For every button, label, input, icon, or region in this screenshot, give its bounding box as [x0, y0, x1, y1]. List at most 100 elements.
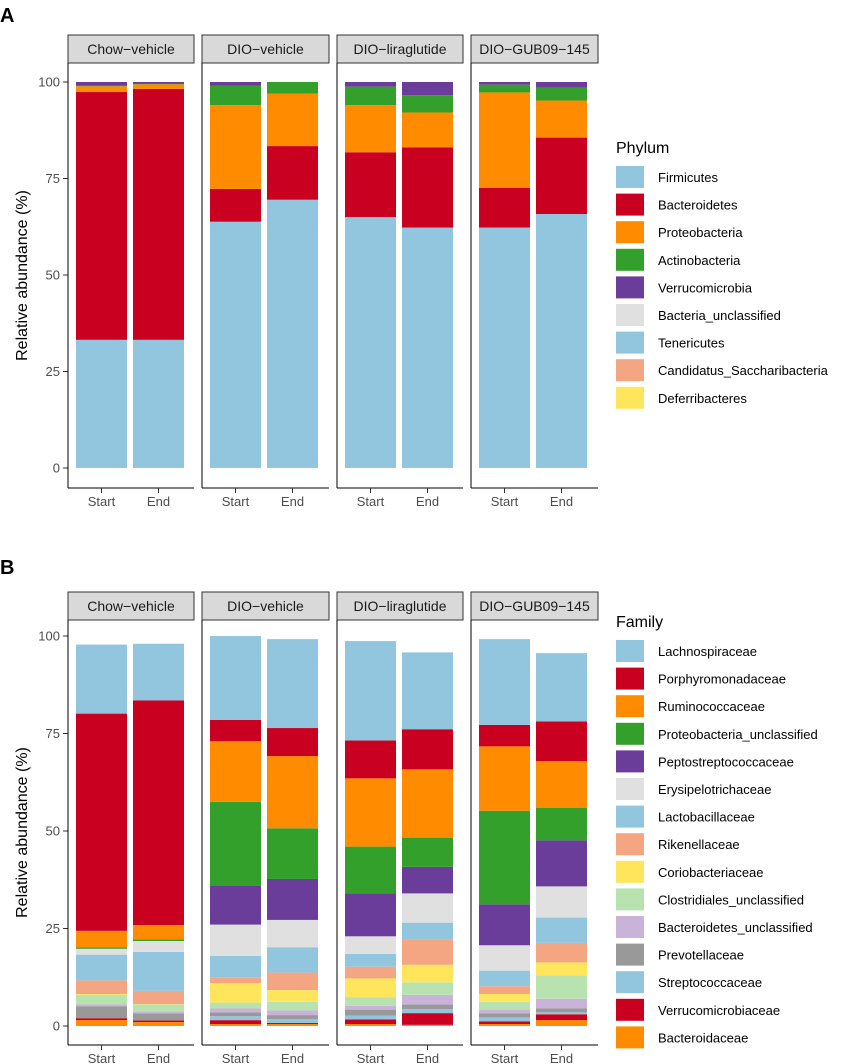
- legend-swatch: [616, 778, 644, 800]
- bar-segment-erysipelotrichaceae: [345, 936, 396, 954]
- facet-strip-label: DIO−vehicle: [227, 41, 304, 57]
- bar-segment-porphyromonadaceae: [133, 700, 184, 925]
- legend-label: Verrucomicrobiaceae: [658, 1003, 780, 1018]
- y-tick-label: 75: [46, 171, 60, 186]
- legend-label: Firmicutes: [658, 170, 718, 185]
- bar-segment-firmicutes: [479, 227, 530, 468]
- legend-swatch: [616, 304, 644, 326]
- legend-label: Bacteria_unclassified: [658, 308, 781, 323]
- bar-segment-clostridiales-unclassified: [210, 1002, 261, 1009]
- legend-swatch: [616, 695, 644, 718]
- bar-segment-erysipelotrichaceae: [133, 940, 184, 952]
- facet-3: DIO−GUB09−145 Start End: [470, 591, 599, 1064]
- bar-segment-erysipelotrichaceae: [536, 886, 587, 918]
- bar-segment-proteobacteria-unclassified: [267, 828, 318, 879]
- legend: Phylum Firmicutes Bacteroidetes Proteobacte…: [616, 140, 829, 409]
- legend-swatch: [616, 943, 644, 966]
- x-tick-label: End: [147, 494, 170, 509]
- facet-strip-label: DIO−GUB09−145: [479, 598, 590, 614]
- y-tick-label: 100: [38, 629, 60, 644]
- bar-segment-verrucomicrobia: [536, 82, 587, 88]
- legend-label: Porphyromonadaceae: [658, 672, 786, 687]
- bar-segment-erysipelotrichaceae: [402, 893, 453, 923]
- bar-segment-prevotellaceae: [267, 1015, 318, 1019]
- bar-segment-bacteroidaceae: [479, 1024, 530, 1026]
- panel-label: A: [0, 5, 14, 27]
- bar-segment-ruminococcaceae: [76, 930, 127, 948]
- bar-segment-rikenellaceae: [76, 980, 127, 995]
- x-tick-label: Start: [222, 1051, 250, 1064]
- legend-label: Actinobacteria: [658, 253, 741, 268]
- x-tick-label: End: [550, 1051, 573, 1064]
- bar-segment-coriobacteriaceae: [210, 983, 261, 1003]
- legend-swatch: [616, 916, 644, 938]
- bar-segment-firmicutes: [210, 221, 261, 468]
- bar-segment-lactobacillaceae: [133, 951, 184, 991]
- bar-segment-ruminococcaceae: [267, 756, 318, 829]
- legend-swatch: [616, 221, 644, 244]
- bar-segment-streptococcaceae: [267, 1018, 318, 1023]
- y-tick-label: 25: [46, 921, 60, 936]
- x-tick-label: Start: [491, 1051, 519, 1064]
- bar-segment-erysipelotrichaceae: [76, 948, 127, 955]
- bar-segment-verrucomicrobiaceae: [133, 1020, 184, 1023]
- y-tick-label: 100: [38, 75, 60, 90]
- facet-strip: [201, 591, 330, 621]
- legend-swatch: [616, 1026, 644, 1049]
- legend-label: Lactobacillaceae: [658, 810, 755, 825]
- bar-segment-proteobacteria-unclassified: [536, 807, 587, 841]
- facet-strip: [336, 34, 464, 64]
- legend-swatch: [616, 888, 644, 911]
- bar-segment-porphyromonadaceae: [402, 729, 453, 770]
- bar-segment-verrucomicrobia: [76, 82, 127, 86]
- bar-segment-proteobacteria-unclassified: [479, 810, 530, 905]
- bar-segment-lactobacillaceae: [402, 922, 453, 940]
- panel-b: B Relative abundance (%) 0 25 50 75 100 Chow−ve…: [0, 557, 818, 1064]
- bar-segment-lachnospiraceae: [267, 639, 318, 729]
- bar-segment-firmicutes: [402, 227, 453, 468]
- x-tick-label: Start: [357, 1051, 385, 1064]
- facet-strip: [470, 34, 599, 64]
- legend-swatch: [616, 998, 644, 1021]
- y-tick-label: 25: [46, 364, 60, 379]
- facet-strip: [470, 591, 599, 621]
- legend-label: Ruminococcaceae: [658, 699, 765, 714]
- bar-segment-firmicutes: [536, 214, 587, 468]
- bar-segment-clostridiales-unclassified: [402, 982, 453, 995]
- bar-segment-clostridiales-unclassified: [267, 1001, 318, 1011]
- bar-segment-prevotellaceae: [479, 1013, 530, 1018]
- bar-segment-ruminococcaceae: [133, 924, 184, 940]
- bar-segment-rikenellaceae: [267, 972, 318, 991]
- legend-swatch: [616, 860, 644, 883]
- bar-segment-ruminococcaceae: [479, 746, 530, 811]
- legend-label: Lachnospiraceae: [658, 644, 757, 659]
- bar-segment-bacteroidetes-unclassified: [133, 1011, 184, 1014]
- bar-segment-streptococcaceae: [345, 1015, 396, 1020]
- bar-segment-rikenellaceae: [133, 990, 184, 1005]
- bar-segment-proteobacteria-unclassified: [402, 837, 453, 867]
- y-tick-label: 75: [46, 726, 60, 741]
- bar-segment-lachnospiraceae: [345, 641, 396, 741]
- x-tick-label: Start: [88, 1051, 116, 1064]
- facet-strip-label: Chow−vehicle: [87, 598, 175, 614]
- bar-segment-peptostreptococcaceae: [345, 893, 396, 937]
- facet-strip: [336, 591, 464, 621]
- x-tick-label: Start: [491, 494, 519, 509]
- bar-segment-bacteroidetes: [536, 137, 587, 215]
- bar-segment-firmicutes: [267, 199, 318, 469]
- bar-segment-porphyromonadaceae: [76, 713, 127, 931]
- bar-segment-prevotellaceae: [210, 1012, 261, 1017]
- legend-swatch: [616, 386, 644, 409]
- bar-segment-bacteroidaceae: [133, 1022, 184, 1026]
- bar-segment-bacteroidaceae: [402, 1024, 453, 1026]
- bar-segment-peptostreptococcaceae: [210, 885, 261, 925]
- bar-segment-peptostreptococcaceae: [267, 878, 318, 920]
- bar-segment-actinobacteria: [267, 82, 318, 94]
- y-tick-label: 0: [53, 1019, 60, 1034]
- facet-3: DIO−GUB09−145 Start End: [470, 34, 599, 509]
- bar-segment-bacteroidetes-unclassified: [479, 1009, 530, 1014]
- bar-segment-bacteroidaceae: [345, 1024, 396, 1026]
- bar-segment-verrucomicrobiaceae: [210, 1020, 261, 1025]
- legend-swatch: [616, 248, 644, 271]
